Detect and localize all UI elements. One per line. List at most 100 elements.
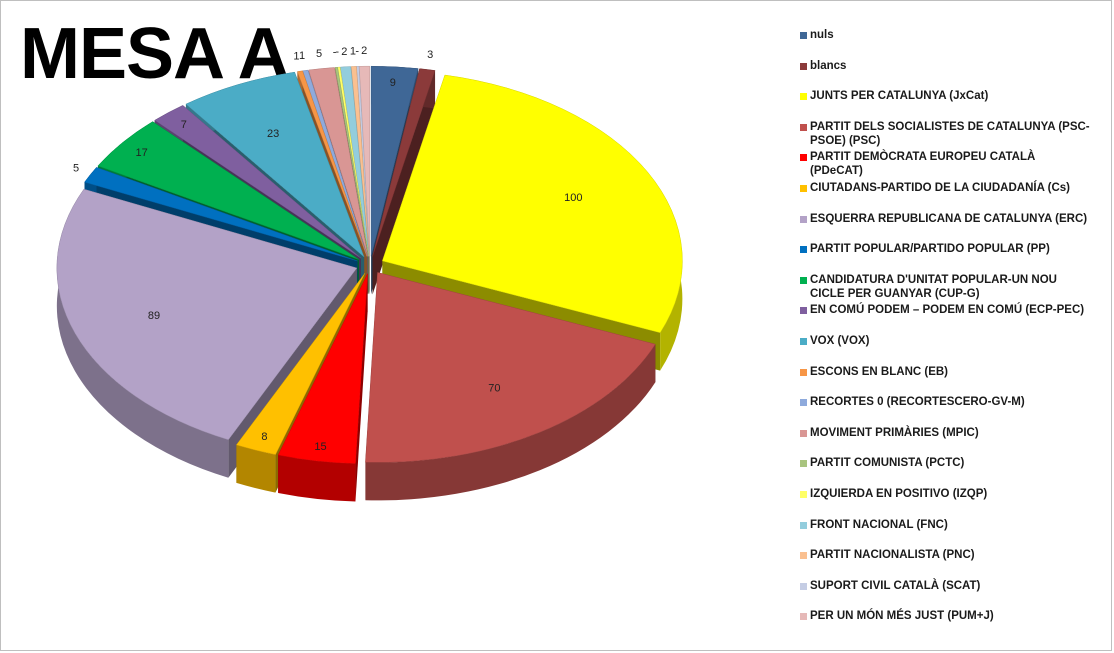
legend-swatch — [800, 429, 807, 437]
data-label-moviment-primaries-mpic: 5 — [316, 48, 322, 60]
data-label-per-un-mon-mes-just-pum-j: 2 — [361, 45, 367, 57]
slice-blancs — [372, 68, 436, 257]
legend-label: PARTIT DELS SOCIALISTES DE CATALUNYA (PS… — [810, 120, 1090, 147]
legend-item-esquerra-republicana-de-catalunya-erc: ESQUERRA REPUBLICANA DE CATALUNYA (ERC) — [800, 212, 1090, 226]
legend-swatch — [800, 215, 807, 223]
slice-wall-end — [372, 70, 436, 295]
legend-swatch — [800, 32, 807, 39]
legend-swatch — [800, 491, 807, 498]
legend-item-nuls: nuls — [800, 28, 1090, 42]
legend-item-izquierda-en-positivo-izqp: IZQUIERDA EN POSITIVO (IZQP) — [800, 487, 1090, 501]
legend-swatch — [800, 338, 807, 345]
data-label-partit-democrata-europeu-catala-pdecat: 15 — [314, 441, 326, 453]
slice-rim — [365, 344, 656, 501]
slice-nuls — [370, 65, 419, 257]
legend-swatch — [800, 552, 807, 560]
legend-swatch — [800, 368, 807, 376]
legend-item-partit-popular-partido-popular-pp: PARTIT POPULAR/PARTIDO POPULAR (PP) — [800, 242, 1090, 256]
slice-partit-dels-socialistes-de-catalunya-psc-psoe-psc — [365, 272, 656, 463]
slice-en-comu-podem-podem-en-comu-ecp-pec — [154, 105, 362, 259]
legend-swatch — [800, 399, 807, 407]
slice-partit-popular-partido-popular-pp — [84, 167, 358, 262]
legend-label: CANDIDATURA D'UNITAT POPULAR-UN NOU CICL… — [810, 273, 1057, 300]
chart-title: MESA A — [20, 14, 290, 94]
legend-swatch — [800, 276, 807, 284]
legend-label: IZQUIERDA EN POSITIVO (IZQP) — [810, 488, 988, 500]
legend-item-partit-nacionalista-pnc: PARTIT NACIONALISTA (PNC) — [800, 548, 1090, 562]
legend-label: MOVIMENT PRIMÀRIES (MPIC) — [810, 426, 979, 439]
legend-item-candidatura-d-unitat-popular-un-nou-cicle-per-guanyar-cup-g: CANDIDATURA D'UNITAT POPULAR-UN NOU CICL… — [800, 273, 1090, 301]
legend-swatch — [800, 613, 807, 621]
data-label-en-comu-podem-podem-en-comu-ecp-pec: 7 — [181, 119, 187, 131]
slice-escons-en-blanc-eb — [297, 70, 368, 257]
data-label-esquerra-republicana-de-catalunya-erc: 89 — [148, 310, 160, 322]
legend-label: ESQUERRA REPUBLICANA DE CATALUNYA (ERC) — [810, 212, 1088, 225]
legend-swatch — [800, 185, 807, 192]
legend-label: RECORTES 0 (RECORTESCERO-GV-M) — [810, 396, 1025, 409]
slice-moviment-primaries-mpic — [308, 67, 369, 257]
legend-label: nuls — [810, 29, 834, 41]
legend-item-blancs: blancs — [800, 59, 1090, 73]
slice-rim — [278, 455, 356, 502]
legend-label: PER UN MÓN MÉS JUST (PUM+J) — [810, 610, 994, 623]
legend-swatch — [800, 93, 807, 101]
legend-item-per-un-mon-mes-just-pum-j: PER UN MÓN MÉS JUST (PUM+J) — [800, 609, 1090, 623]
legend-label: PARTIT DEMÒCRATA EUROPEU CATALÀ (PDeCAT) — [810, 151, 1036, 178]
data-label-izquierda-en-positivo-izqp: - — [335, 46, 339, 58]
legend-item-ciutadans-partido-de-la-ciudadania-cs: CIUTADANS-PARTIDO DE LA CIUDADANÍA (Cs) — [800, 181, 1090, 195]
slice-junts-per-catalunya-jxcat — [382, 74, 683, 333]
legend-swatch — [800, 123, 807, 131]
legend-swatch — [800, 521, 807, 529]
slice-per-un-mon-mes-just-pum-j — [359, 65, 371, 257]
legend-label: CIUTADANS-PARTIDO DE LA CIUDADANÍA (Cs) — [810, 182, 1071, 194]
slice-vox-vox — [185, 71, 365, 258]
legend-swatch — [800, 582, 807, 590]
legend-label: VOX (VOX) — [810, 335, 870, 347]
data-label-vox-vox: 23 — [267, 128, 279, 140]
legend-label: PARTIT POPULAR/PARTIDO POPULAR (PP) — [810, 243, 1050, 256]
data-label-partit-comunista-pctc: - — [333, 46, 337, 58]
legend-label: PARTIT NACIONALISTA (PNC) — [810, 549, 975, 562]
legend-item-front-nacional-fnc: FRONT NACIONAL (FNC) — [800, 518, 1090, 532]
data-label-partit-dels-socialistes-de-catalunya-psc-psoe-psc: 70 — [488, 382, 500, 394]
data-label-junts-per-catalunya-jxcat: 100 — [564, 192, 582, 204]
legend-item-suport-civil-catala-scat: SUPORT CIVIL CATALÀ (SCAT) — [800, 579, 1090, 593]
legend-label: SUPORT CIVIL CATALÀ (SCAT) — [810, 579, 981, 592]
data-label-blancs: 3 — [427, 49, 433, 61]
legend-item-partit-democrata-europeu-catala-pdecat: PARTIT DEMÒCRATA EUROPEU CATALÀ (PDeCAT) — [800, 150, 1090, 178]
slice-partit-democrata-europeu-catala-pdecat — [277, 273, 368, 464]
data-label-front-nacional-fnc: 2 — [341, 46, 347, 58]
legend-item-vox-vox: VOX (VOX) — [800, 334, 1090, 348]
slice-ciutadans-partido-de-la-ciudadania-cs — [235, 273, 366, 455]
data-label-nuls: 9 — [390, 77, 396, 89]
legend-item-moviment-primaries-mpic: MOVIMENT PRIMÀRIES (MPIC) — [800, 426, 1090, 440]
legend-swatch — [800, 246, 807, 254]
slice-esquerra-republicana-de-catalunya-erc — [56, 188, 358, 441]
legend-label: PARTIT COMUNISTA (PCTC) — [810, 457, 965, 470]
legend-label: ESCONS EN BLANC (EB) — [810, 365, 949, 378]
data-label-partit-popular-partido-popular-pp: 5 — [73, 162, 79, 174]
legend-item-partit-dels-socialistes-de-catalunya-psc-psoe-psc: PARTIT DELS SOCIALISTES DE CATALUNYA (PS… — [800, 120, 1090, 148]
legend-label: EN COMÚ PODEM – PODEM EN COMÚ (ECP-PEC) — [810, 304, 1085, 317]
legend-item-recortes-0-recortescero-gv-m: RECORTES 0 (RECORTESCERO-GV-M) — [800, 395, 1090, 409]
slice-rim — [236, 444, 276, 493]
slice-front-nacional-fnc — [340, 66, 370, 257]
legend-swatch — [800, 62, 807, 70]
slice-partit-comunista-pctc — [334, 66, 369, 257]
legend-item-escons-en-blanc-eb: ESCONS EN BLANC (EB) — [800, 365, 1090, 379]
legend-swatch — [800, 154, 807, 162]
legend-label: blancs — [810, 59, 847, 72]
data-label-candidatura-d-unitat-popular-un-nou-cicle-per-guanyar-cup-g: 17 — [135, 147, 147, 159]
legend-item-en-comu-podem-podem-en-comu-ecp-pec: EN COMÚ PODEM – PODEM EN COMÚ (ECP-PEC) — [800, 303, 1090, 317]
data-label-recortes-0-recortescero-gv-m: 1 — [299, 50, 305, 62]
data-label-partit-nacionalista-pnc: 1 — [350, 45, 356, 57]
slice-candidatura-d-unitat-popular-un-nou-cicle-per-guanyar-cup-g — [97, 121, 360, 260]
legend-item-partit-comunista-pctc: PARTIT COMUNISTA (PCTC) — [800, 456, 1090, 470]
legend-item-junts-per-catalunya-jxcat: JUNTS PER CATALUNYA (JxCat) — [800, 89, 1090, 103]
slice-tops — [56, 65, 683, 464]
slice-wall-start — [355, 273, 368, 502]
data-label-suport-civil-catala-scat: - — [355, 45, 359, 57]
